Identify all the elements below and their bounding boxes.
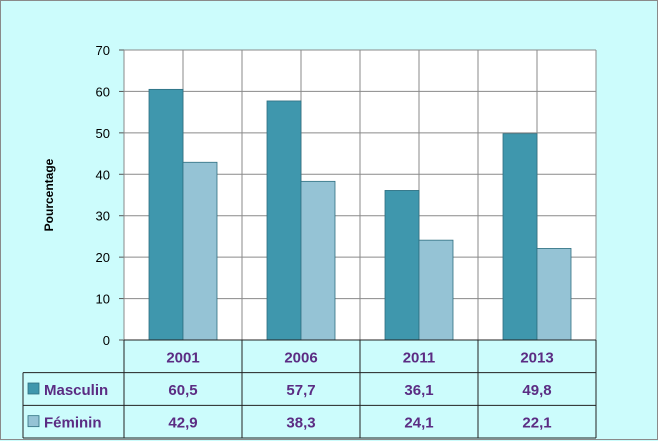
y-tick-label: 30	[96, 209, 110, 224]
data-value-label: 60,5	[168, 382, 197, 399]
bar-masculin-2013	[502, 133, 538, 341]
y-tick-label: 0	[103, 333, 110, 348]
legend-label: Masculin	[44, 382, 108, 399]
bar-f-minin-2006	[300, 180, 336, 341]
y-tick-label: 50	[96, 126, 110, 141]
legend-key	[27, 382, 40, 395]
bar-masculin-2006	[266, 100, 302, 341]
category-label: 2013	[520, 349, 553, 366]
data-value-label: 42,9	[168, 415, 197, 432]
legend-label: Féminin	[44, 415, 102, 432]
data-value-label: 22,1	[522, 415, 551, 432]
y-tick-label: 70	[96, 43, 110, 58]
y-tick-label: 20	[96, 250, 110, 265]
data-value-label: 38,3	[286, 415, 315, 432]
legend-key	[27, 415, 40, 428]
data-value-label: 24,1	[404, 415, 433, 432]
y-tick-label: 40	[96, 167, 110, 182]
category-label: 2001	[166, 349, 199, 366]
bar-f-minin-2013	[536, 248, 572, 341]
bar-masculin-2011	[384, 190, 420, 341]
y-tick-label: 10	[96, 292, 110, 307]
bar-f-minin-2001	[182, 161, 218, 341]
category-label: 2011	[403, 349, 436, 366]
bar-f-minin-2011	[418, 239, 454, 341]
category-label: 2006	[284, 349, 317, 366]
bar-masculin-2001	[148, 88, 184, 341]
y-axis-title: Pourcentage	[42, 158, 56, 231]
data-value-label: 57,7	[286, 382, 315, 399]
y-tick-label: 60	[96, 84, 110, 99]
data-value-label: 36,1	[404, 382, 433, 399]
data-value-label: 49,8	[522, 382, 551, 399]
